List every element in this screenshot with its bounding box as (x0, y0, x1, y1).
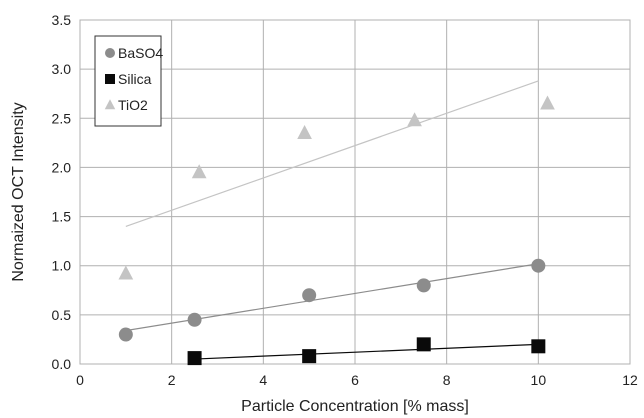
legend-marker-silica (105, 74, 115, 84)
data-point-baso4 (118, 327, 133, 342)
y-tick-label: 3.5 (52, 12, 72, 28)
y-tick-label: 3.0 (52, 61, 72, 77)
plot-area-frame (79, 19, 631, 365)
x-tick-label: 2 (168, 372, 176, 388)
legend-marker-tio2 (104, 99, 116, 110)
legend: BaSO4 Silica TiO2 (94, 35, 163, 127)
y-tick-label: 2.5 (52, 110, 72, 126)
data-point-baso4 (416, 278, 431, 293)
x-tick-label: 12 (622, 372, 638, 388)
data-point-silica (187, 351, 202, 366)
data-point-baso4 (187, 312, 202, 327)
y-tick-label: 1.0 (52, 258, 72, 274)
data-point-silica (416, 337, 431, 352)
legend-label-tio2: TiO2 (118, 97, 148, 113)
data-markers (118, 95, 555, 366)
x-tick-label: 8 (443, 372, 451, 388)
x-tick-label: 0 (76, 372, 84, 388)
gridlines (79, 19, 631, 365)
x-tick-label: 6 (351, 372, 359, 388)
legend-marker-baso4 (105, 48, 115, 58)
trendlines (125, 80, 539, 360)
data-point-baso4 (302, 288, 317, 303)
x-axis-ticks: 0 2 4 6 8 10 12 (76, 372, 638, 388)
legend-label-silica: Silica (118, 71, 152, 87)
y-axis-ticks: 0.0 0.5 1.0 1.5 2.0 2.5 3.0 3.5 (52, 12, 72, 372)
trendline-tio2 (125, 80, 539, 227)
x-tick-label: 10 (531, 372, 547, 388)
y-tick-label: 2.0 (52, 159, 72, 175)
trendline-silica (194, 343, 539, 360)
y-tick-label: 0.5 (52, 307, 72, 323)
x-axis-title: Particle Concentration [% mass] (241, 398, 469, 415)
x-tick-label: 4 (259, 372, 267, 388)
data-point-baso4 (531, 258, 546, 273)
data-point-tio2 (407, 112, 422, 127)
data-point-silica (302, 349, 317, 364)
data-point-silica (531, 339, 546, 354)
data-point-tio2 (540, 95, 555, 110)
data-point-tio2 (191, 164, 207, 179)
y-axis-title: Normaized OCT Intensity (10, 102, 27, 281)
data-point-tio2 (118, 265, 134, 280)
legend-label-baso4: BaSO4 (118, 45, 163, 61)
y-tick-label: 1.5 (52, 209, 72, 225)
data-point-tio2 (297, 124, 312, 139)
y-tick-label: 0.0 (52, 356, 72, 372)
